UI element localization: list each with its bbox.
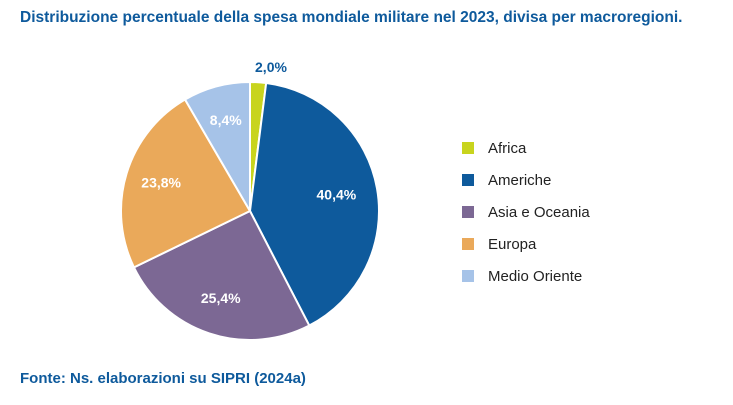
- pie-slice-europa: [120, 98, 251, 269]
- slice-label-americhe: 40,4%: [317, 186, 357, 202]
- legend-item-medio-oriente: Medio Oriente: [462, 260, 590, 292]
- legend-label: Europa: [488, 235, 537, 253]
- legend-swatch: [462, 142, 474, 154]
- legend-label: Asia e Oceania: [488, 203, 590, 221]
- pie-labels: 2,0% 40,4% 25,4% 23,8% 8,4%: [141, 59, 356, 306]
- legend-label: Medio Oriente: [488, 267, 583, 285]
- legend-swatch: [462, 174, 474, 186]
- slice-label-europa: 23,8%: [141, 175, 181, 191]
- slice-label-medio-oriente: 8,4%: [210, 112, 242, 128]
- pie-slice-americhe: [249, 82, 380, 327]
- legend-swatch: [462, 238, 474, 250]
- legend-label: Americhe: [488, 171, 552, 189]
- slice-label-asia-e-oceania: 25,4%: [201, 290, 241, 306]
- pie-slice-medio-oriente: [184, 81, 251, 212]
- pie-slices: [120, 81, 380, 341]
- legend-item-asia-e-oceania: Asia e Oceania: [462, 196, 590, 228]
- legend-label: Africa: [488, 139, 527, 157]
- legend-swatch: [462, 206, 474, 218]
- chart-title: Distribuzione percentuale della spesa mo…: [20, 9, 683, 26]
- legend-item-americhe: Americhe: [462, 164, 590, 196]
- legend-item-europa: Europa: [462, 228, 590, 260]
- legend-item-africa: Africa: [462, 132, 590, 164]
- slice-label-africa: 2,0%: [255, 59, 287, 75]
- source-note: Fonte: Ns. elaborazioni su SIPRI (2024a): [20, 370, 306, 387]
- legend-swatch: [462, 270, 474, 282]
- pie-slice-asia-e-oceania: [132, 210, 311, 341]
- chart-legend: Africa Americhe Asia e Oceania Europa Medio …: [462, 132, 590, 292]
